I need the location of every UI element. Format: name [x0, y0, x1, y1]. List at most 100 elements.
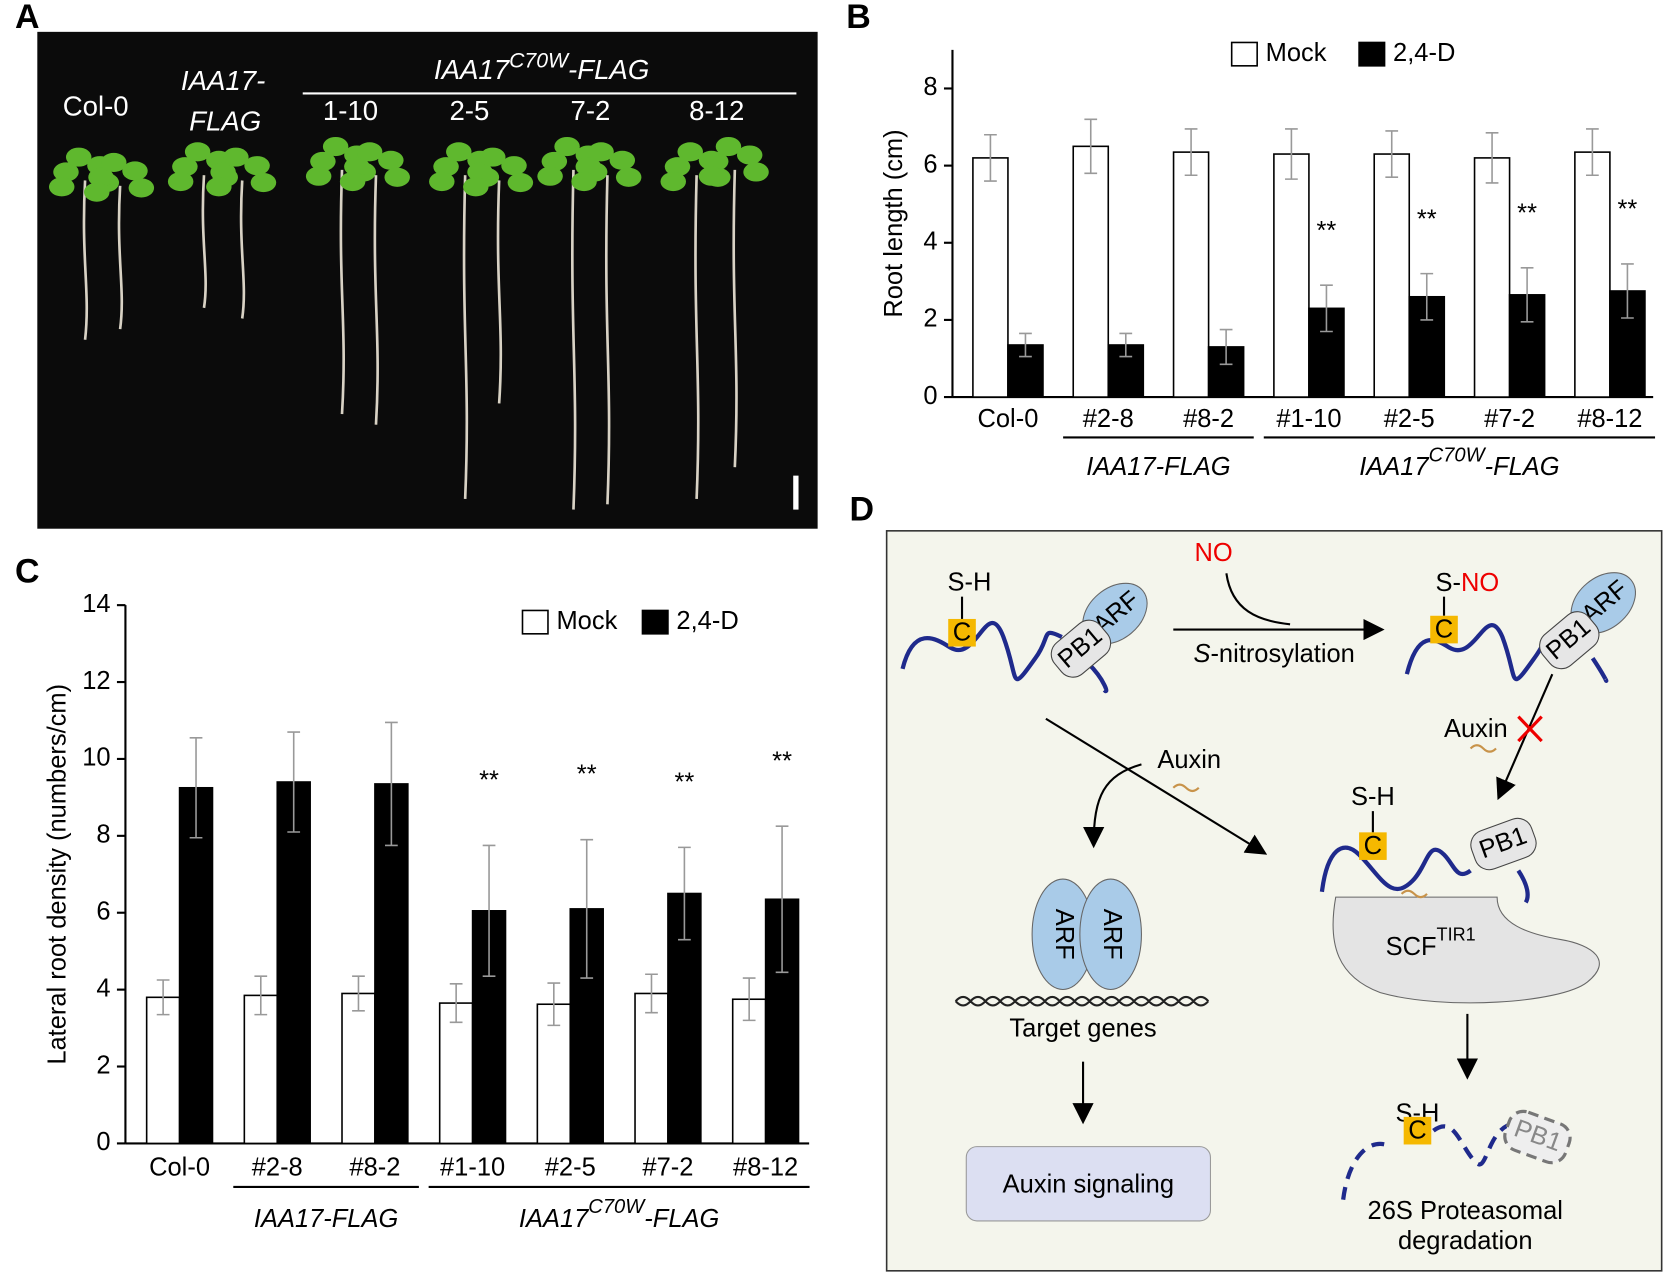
seedling-leaf [677, 142, 703, 162]
y-tick-label: 0 [96, 1128, 110, 1156]
pb1-shape [1539, 611, 1600, 670]
seedling-leaf [384, 167, 410, 187]
photo-panel: Col-0 IAA17- FLAG IAA17C70W-FLAG 1-10 2-… [37, 31, 818, 529]
scf-shape [1332, 896, 1600, 1004]
legend-swatch [1230, 41, 1258, 67]
x-tick-label: #2-8 [252, 1154, 303, 1182]
y-tick-label: 4 [96, 974, 110, 1002]
significance: ** [1317, 217, 1337, 245]
seedling-leaf [541, 151, 568, 171]
label-part: IAA17 [434, 54, 511, 85]
seedling-root [373, 175, 379, 425]
significance: ** [1417, 205, 1437, 233]
photo-label: 1-10 [323, 95, 378, 126]
seedling-leaf [128, 178, 155, 198]
photo-label: IAA17- [181, 65, 265, 96]
bar [1373, 153, 1411, 398]
error-bar [547, 982, 561, 1027]
x-tick-label: #7-2 [1484, 405, 1535, 433]
x-tick-label: #8-12 [733, 1154, 798, 1182]
legend-label: 2,4-D [1393, 39, 1455, 67]
photo-label: 8-12 [689, 95, 744, 126]
x-tick-label: #1-10 [1276, 405, 1341, 433]
seedling-leaf [715, 136, 742, 157]
seedling-leaf [463, 177, 489, 197]
signaling: Auxin signaling [1003, 1171, 1174, 1199]
label-part: S- [1436, 569, 1461, 597]
error-bar [1485, 132, 1499, 184]
cys-box [1430, 615, 1458, 644]
y-tick-label: 10 [82, 744, 110, 772]
legend-swatch [521, 609, 549, 635]
target-genes: Target genes [1009, 1015, 1156, 1043]
cys: C [1408, 1116, 1426, 1144]
label-part: -nitrosylation [1210, 640, 1354, 668]
error-bar [1586, 128, 1599, 177]
x-tick-label: #2-5 [545, 1154, 596, 1182]
label-part: -FLAG [644, 1205, 719, 1233]
diagram-panel: S-H C ARF PB1 NO S-nitrosylation S-NO C … [885, 530, 1663, 1272]
panel-label: B [846, 0, 871, 36]
legend-label: Mock [1266, 39, 1327, 67]
photo-label: Col-0 [63, 91, 129, 122]
block-mark [1517, 715, 1543, 743]
label-part: IAA17 [1359, 453, 1429, 481]
group-label: IAA17C70W-FLAG [519, 1197, 719, 1233]
label-part: C70W [1429, 445, 1487, 467]
seedling-root [117, 185, 124, 330]
error-bar [385, 721, 398, 847]
seedling-root [339, 169, 345, 415]
error-bar [1621, 263, 1634, 319]
arrow [1045, 717, 1268, 855]
x-tick-label: #8-2 [1183, 405, 1234, 433]
significance: ** [1517, 199, 1537, 227]
panel-label: C [15, 552, 40, 590]
group-label: IAA17-FLAG [254, 1205, 398, 1233]
y-tick-label: 6 [923, 150, 937, 178]
seedling-leaf [433, 157, 459, 177]
seedling-leaf [698, 166, 725, 186]
seedling-root [201, 175, 207, 309]
bar [1574, 151, 1611, 398]
group-label: IAA17-FLAG [1086, 453, 1230, 481]
scale-bar [793, 475, 799, 510]
seedling-leaf [467, 162, 493, 182]
seedling-leaf [507, 173, 534, 193]
label-part: -FLAG [568, 54, 649, 85]
label-part: IAA17 [519, 1205, 589, 1233]
x-tick-label: #8-2 [349, 1154, 400, 1182]
label-part: SCF [1386, 933, 1437, 961]
arrow [1225, 573, 1291, 626]
x-tick-label: Col-0 [149, 1154, 210, 1182]
error-bar [482, 844, 496, 977]
seedling-leaf [223, 147, 249, 167]
seedling-leaf [210, 162, 236, 182]
seedling-leaf [609, 150, 636, 170]
arf-shape [1079, 878, 1142, 991]
auxin-icon [1469, 744, 1497, 753]
error-bar [1320, 284, 1333, 333]
y-tick-label: 2 [96, 1051, 110, 1079]
y-axis-label: Root length (cm) [880, 129, 908, 317]
bar [276, 781, 311, 1145]
label-part: S [1193, 640, 1210, 668]
seedling-leaf [184, 142, 211, 162]
y-axis-label: Lateral root density (numbers/cm) [43, 684, 71, 1065]
photo-background [37, 31, 818, 529]
seedling-leaf [339, 171, 366, 192]
x-tick-label: #2-8 [1083, 405, 1134, 433]
label-part: C70W [509, 49, 570, 72]
label-part: TIR1 [1437, 924, 1476, 944]
seedling-leaf [702, 151, 729, 171]
y-tick-label: 4 [923, 228, 937, 256]
protein-chain [1516, 869, 1530, 904]
seedling-leaf [664, 157, 691, 177]
seedling-leaf [48, 177, 75, 197]
seedling-leaf [310, 151, 336, 171]
seedling-root [496, 180, 503, 404]
bar [1172, 151, 1210, 398]
bar [243, 994, 279, 1145]
seedling-leaf [88, 167, 114, 187]
seedling-leaf [446, 142, 472, 162]
